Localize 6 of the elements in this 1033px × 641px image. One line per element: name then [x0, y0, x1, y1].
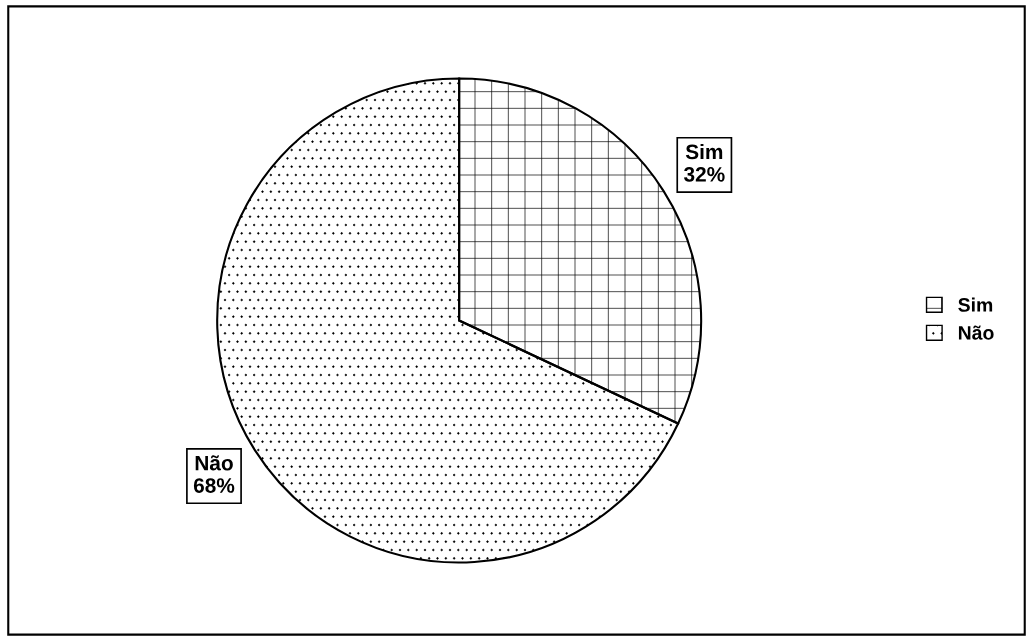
slice-label: Não: [195, 455, 233, 471]
data-label: 32%: [683, 166, 725, 182]
legend-label: Sim: [958, 297, 993, 312]
slice-label: Sim: [685, 143, 723, 160]
data-label: 68%: [193, 478, 235, 493]
legend-label: Não: [958, 325, 994, 340]
